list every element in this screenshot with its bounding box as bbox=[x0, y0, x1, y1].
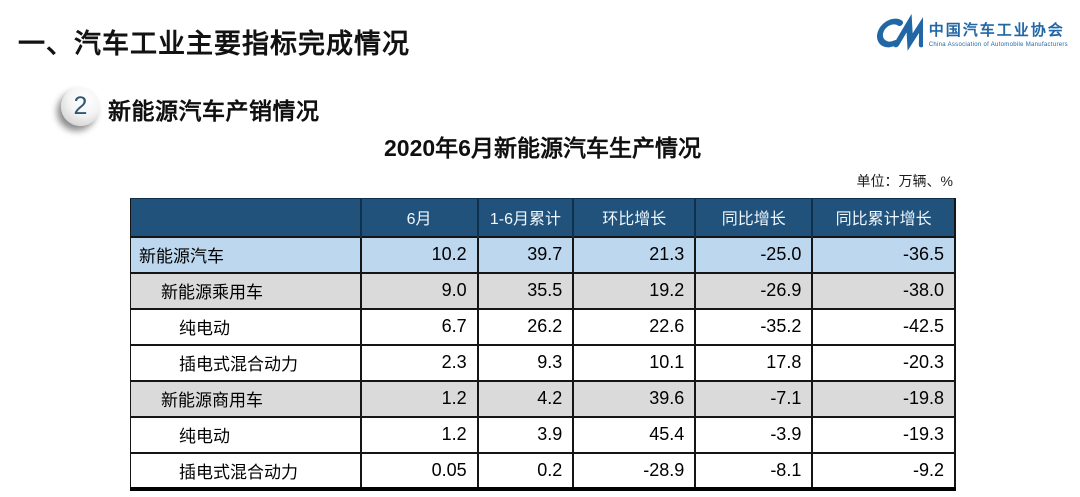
column-header-cell: 1-6月累计 bbox=[476, 198, 574, 237]
data-value-cell: -19.3 bbox=[811, 415, 955, 453]
data-value-cell: 3.9 bbox=[476, 415, 574, 453]
data-value-cell: -38.0 bbox=[811, 271, 955, 309]
data-value-cell: -3.9 bbox=[694, 415, 813, 453]
table-row: 插电式混合动力 0.05 0.2 -28.9 -8.1 -9.2 bbox=[130, 451, 955, 489]
table-row: 纯电动 1.2 3.9 45.4 -3.9 -19.3 bbox=[130, 415, 955, 453]
data-value-cell: 9.3 bbox=[476, 343, 574, 381]
table-row: 新能源商用车 1.2 4.2 39.6 -7.1 -19.8 bbox=[130, 379, 955, 417]
caam-logo: 中国汽车工业协会 China Association of Automobile… bbox=[869, 14, 1068, 52]
production-table-container: 6月 1-6月累计 环比增长 同比增长 同比累计增长 新能源汽车 10.2 39.7 21.3… bbox=[130, 198, 956, 491]
data-value-cell: -35.2 bbox=[694, 307, 813, 345]
table-row: 新能源乘用车 9.0 35.5 19.2 -26.9 -38.0 bbox=[130, 271, 955, 309]
data-value-cell: 21.3 bbox=[572, 235, 696, 273]
column-header-cell: 同比增长 bbox=[694, 198, 813, 237]
data-value-cell: 45.4 bbox=[572, 415, 696, 453]
column-header-cell: 环比增长 bbox=[572, 198, 696, 237]
row-label-cell: 插电式混合动力 bbox=[130, 451, 361, 489]
data-value-cell: -9.2 bbox=[811, 451, 955, 489]
table-row: 纯电动 6.7 26.2 22.6 -35.2 -42.5 bbox=[130, 307, 955, 345]
data-value-cell: 0.2 bbox=[476, 451, 574, 489]
data-value-cell: 1.2 bbox=[359, 415, 478, 453]
data-value-cell: -8.1 bbox=[694, 451, 813, 489]
data-value-cell: 10.1 bbox=[572, 343, 696, 381]
data-value-cell: 17.8 bbox=[694, 343, 813, 381]
caam-logo-name-en: China Association of Automobile Manufact… bbox=[928, 41, 1068, 48]
row-label-cell: 新能源乘用车 bbox=[130, 271, 361, 309]
data-value-cell: 1.2 bbox=[359, 379, 478, 417]
data-value-cell: 35.5 bbox=[476, 271, 574, 309]
data-value-cell: -20.3 bbox=[811, 343, 955, 381]
data-value-cell: 6.7 bbox=[359, 307, 478, 345]
data-value-cell: 10.2 bbox=[359, 235, 478, 273]
data-value-cell: 2.3 bbox=[359, 343, 478, 381]
unit-note: 单位：万辆、% bbox=[856, 173, 953, 189]
caam-logo-name-cn: 中国汽车工业协会 bbox=[928, 21, 1065, 39]
data-value-cell: 0.05 bbox=[359, 451, 478, 489]
data-value-cell: 39.7 bbox=[476, 235, 574, 273]
column-header-cell: 同比累计增长 bbox=[811, 198, 955, 237]
row-label-cell: 插电式混合动力 bbox=[130, 343, 361, 381]
data-value-cell: 19.2 bbox=[572, 271, 696, 309]
data-value-cell: 9.0 bbox=[359, 271, 478, 309]
data-value-cell: 4.2 bbox=[476, 379, 574, 417]
row-label-cell: 新能源商用车 bbox=[130, 379, 361, 417]
section-number-badge: 2 bbox=[61, 87, 100, 126]
data-value-cell: -36.5 bbox=[811, 235, 955, 273]
data-value-cell: -25.0 bbox=[694, 235, 813, 273]
row-label-cell: 纯电动 bbox=[130, 307, 361, 345]
table-row: 新能源汽车 10.2 39.7 21.3 -25.0 -36.5 bbox=[130, 235, 955, 273]
caam-logo-text: 中国汽车工业协会 China Association of Automobile… bbox=[929, 19, 1068, 48]
section-title: 新能源汽车产销情况 bbox=[108, 98, 320, 124]
caam-logo-monogram-icon bbox=[876, 14, 923, 51]
row-label-cell: 新能源汽车 bbox=[130, 235, 361, 273]
row-label-cell: 纯电动 bbox=[130, 415, 361, 453]
table-row: 插电式混合动力 2.3 9.3 10.1 17.8 -20.3 bbox=[130, 343, 955, 381]
data-value-cell: 26.2 bbox=[476, 307, 574, 345]
table-title: 2020年6月新能源汽车生产情况 bbox=[384, 135, 701, 161]
table-header-row: 6月 1-6月累计 环比增长 同比增长 同比累计增长 bbox=[130, 198, 955, 237]
data-value-cell: -19.8 bbox=[811, 379, 955, 417]
data-value-cell: 39.6 bbox=[572, 379, 696, 417]
column-header-cell: 6月 bbox=[359, 198, 478, 237]
page-title: 一、汽车工业主要指标完成情况 bbox=[18, 29, 410, 59]
data-value-cell: 22.6 bbox=[572, 307, 696, 345]
nev-production-table: 6月 1-6月累计 环比增长 同比增长 同比累计增长 新能源汽车 10.2 39.7 21.3… bbox=[130, 198, 956, 491]
corner-header-cell bbox=[130, 198, 361, 237]
data-value-cell: -7.1 bbox=[694, 379, 813, 417]
data-value-cell: -28.9 bbox=[572, 451, 696, 489]
data-value-cell: -42.5 bbox=[811, 307, 955, 345]
data-value-cell: -26.9 bbox=[694, 271, 813, 309]
